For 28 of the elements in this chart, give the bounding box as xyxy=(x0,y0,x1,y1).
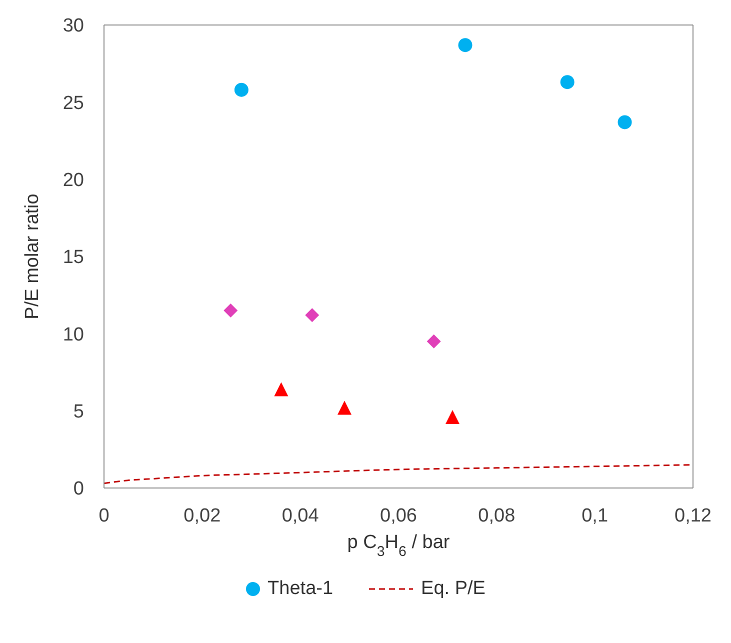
point xyxy=(338,400,352,415)
y-tick-label: 0 xyxy=(73,478,84,500)
legend-label: Theta-1 xyxy=(268,578,334,599)
x-tick-label: 0,08 xyxy=(478,505,516,526)
y-tick-label: 30 xyxy=(62,16,84,37)
point xyxy=(234,82,248,97)
legend-label: Eq. P/E xyxy=(421,578,486,599)
y-tick-label: 10 xyxy=(62,324,84,346)
x-tick-label: 0 xyxy=(98,505,110,526)
x-tick-label: 0,06 xyxy=(380,505,417,526)
point xyxy=(274,382,288,396)
y-axis-title: P/E molar ratio xyxy=(22,194,43,320)
point xyxy=(445,410,460,424)
y-tick-label: 25 xyxy=(62,92,84,114)
y-tick-label: 15 xyxy=(62,247,84,268)
point xyxy=(305,308,320,322)
y-tick-label: 5 xyxy=(73,402,84,423)
point xyxy=(426,334,441,348)
point xyxy=(458,38,472,52)
x-axis-title: p C$_{3}$H$_{6}$ / bar xyxy=(347,532,450,560)
point xyxy=(224,304,238,318)
x-tick-label: 0,1 xyxy=(582,505,608,526)
x-tick-label: 0,02 xyxy=(184,505,221,526)
x-tick-label: 0,04 xyxy=(282,505,320,526)
point xyxy=(618,115,632,130)
y-tick-label: 20 xyxy=(62,170,84,192)
x-tick-label: 0,12 xyxy=(674,505,712,526)
point xyxy=(560,75,574,90)
